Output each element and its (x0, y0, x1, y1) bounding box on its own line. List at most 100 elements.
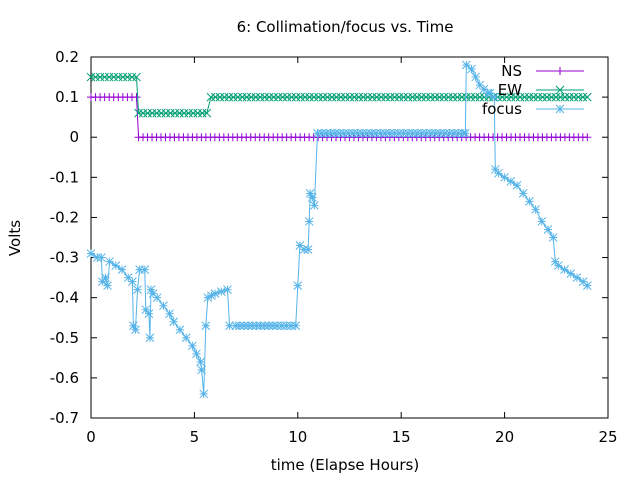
data-point-EW (363, 92, 373, 102)
data-point-NS (583, 133, 592, 142)
data-point-focus (225, 321, 234, 331)
data-point-focus (252, 321, 261, 331)
x-tick-label: 0 (86, 428, 96, 446)
data-point-EW (314, 92, 323, 102)
data-point-EW (358, 92, 368, 102)
data-point-focus (330, 128, 340, 138)
data-point-focus (135, 265, 144, 274)
data-point-EW (184, 108, 193, 118)
data-point-focus (272, 321, 282, 331)
data-point-EW (376, 92, 386, 102)
plot-frame (90, 56, 609, 419)
legend-label: EW (498, 81, 522, 99)
data-point-focus (98, 277, 107, 286)
data-point-EW (175, 108, 184, 118)
data-point-focus (196, 357, 205, 367)
data-point-focus (277, 321, 287, 331)
data-point-EW (134, 108, 143, 118)
y-tick-label: 0 (69, 128, 79, 146)
data-point-EW (278, 92, 287, 102)
data-point-EW (569, 92, 579, 102)
data-point-EW (470, 92, 480, 102)
chart-title: 6: Collimation/focus vs. Time (237, 18, 454, 36)
series-EW (86, 72, 592, 118)
data-point-focus (305, 189, 315, 198)
data-point-EW (332, 92, 341, 102)
data-point-EW (412, 92, 422, 102)
data-point-EW (104, 72, 114, 82)
data-point-EW (448, 92, 458, 102)
data-point-focus (303, 245, 313, 254)
data-point-EW (435, 92, 444, 102)
data-point-focus (326, 128, 335, 138)
data-point-focus (309, 201, 319, 210)
data-point-EW (91, 72, 100, 82)
data-point-EW (560, 92, 570, 102)
data-point-EW (287, 92, 296, 102)
data-point-focus (146, 285, 156, 294)
data-point-focus (282, 321, 291, 331)
data-point-focus (376, 128, 385, 138)
y-tick-label: -0.1 (50, 168, 79, 186)
data-point-focus (291, 321, 301, 331)
data-point-EW (372, 92, 382, 102)
data-point-EW (524, 92, 534, 102)
data-point-EW (497, 92, 507, 102)
data-point-focus (141, 305, 151, 315)
data-point-EW (206, 92, 216, 102)
y-tick-label: -0.5 (50, 329, 79, 347)
data-point-EW (264, 92, 274, 102)
data-point-EW (582, 92, 592, 102)
data-point-focus (494, 168, 503, 178)
data-point-focus (123, 273, 133, 282)
y-tick-label: 0.1 (55, 88, 79, 106)
data-point-focus (357, 128, 367, 138)
data-point-EW (300, 92, 310, 102)
data-point-focus (353, 128, 362, 138)
data-point-EW (556, 92, 565, 102)
data-point-focus (525, 197, 534, 206)
data-point-focus (256, 321, 265, 331)
data-point-EW (242, 92, 252, 102)
data-point-EW (547, 92, 556, 102)
data-point-EW (533, 92, 543, 102)
data-point-focus (86, 249, 96, 258)
data-point-focus (380, 128, 390, 138)
data-point-EW (161, 108, 171, 118)
data-point-EW (251, 92, 261, 102)
data-point-EW (233, 92, 243, 102)
data-point-focus (475, 80, 485, 90)
data-point-EW (439, 92, 449, 102)
data-point-focus (103, 281, 112, 290)
data-point-focus (422, 128, 431, 138)
data-point-EW (269, 92, 279, 102)
data-point-EW (408, 92, 417, 102)
data-point-focus (286, 321, 296, 331)
data-point-EW (327, 92, 337, 102)
data-point-EW (457, 92, 467, 102)
data-point-EW (403, 92, 413, 102)
data-point-focus (343, 128, 353, 138)
data-point-EW (430, 92, 440, 102)
data-point-focus (239, 321, 249, 331)
data-point-focus (145, 333, 155, 343)
data-point-focus (490, 164, 500, 174)
data-point-focus (445, 128, 454, 138)
legend-label: NS (501, 62, 522, 80)
data-point-EW (345, 92, 355, 102)
data-point-focus (518, 189, 528, 198)
data-point-focus (339, 128, 349, 138)
data-point-focus (264, 321, 274, 331)
y-tick-label: -0.3 (50, 249, 79, 267)
data-point-focus (543, 225, 553, 234)
data-point-focus (460, 128, 470, 138)
data-point-focus (210, 289, 220, 299)
data-point-focus (548, 233, 558, 242)
data-point-EW (551, 92, 561, 102)
x-tick-label: 5 (190, 428, 200, 446)
data-point-EW (511, 92, 520, 102)
data-point-focus (207, 291, 216, 301)
data-point-focus (105, 257, 114, 266)
data-point-focus (449, 128, 459, 138)
